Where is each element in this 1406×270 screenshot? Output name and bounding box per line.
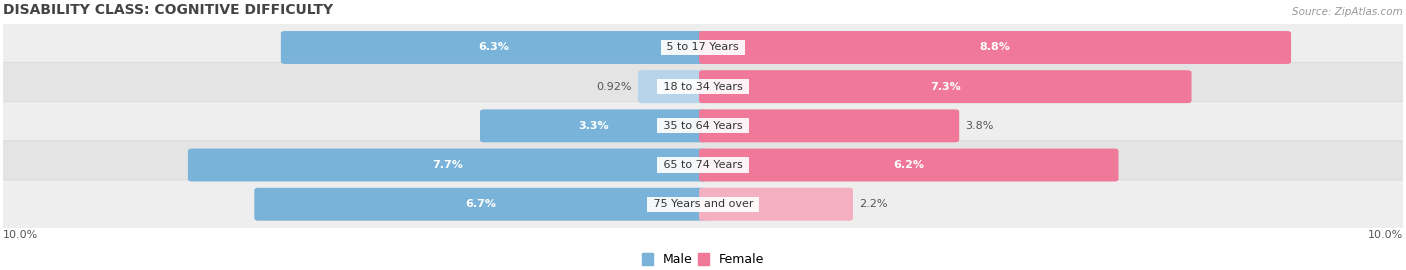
Text: 10.0%: 10.0%	[3, 230, 38, 240]
Text: 3.8%: 3.8%	[965, 121, 994, 131]
FancyBboxPatch shape	[699, 188, 853, 221]
FancyBboxPatch shape	[0, 180, 1406, 228]
Text: 2.2%: 2.2%	[859, 199, 887, 209]
Text: 6.2%: 6.2%	[893, 160, 924, 170]
FancyBboxPatch shape	[699, 70, 1191, 103]
FancyBboxPatch shape	[0, 141, 1406, 189]
Text: 7.7%: 7.7%	[432, 160, 463, 170]
Text: 6.7%: 6.7%	[465, 199, 496, 209]
Text: 3.3%: 3.3%	[578, 121, 609, 131]
FancyBboxPatch shape	[281, 31, 707, 64]
Text: 0.92%: 0.92%	[596, 82, 631, 92]
Text: 65 to 74 Years: 65 to 74 Years	[659, 160, 747, 170]
Text: 10.0%: 10.0%	[1368, 230, 1403, 240]
Text: 6.3%: 6.3%	[478, 42, 509, 52]
Text: 35 to 64 Years: 35 to 64 Years	[659, 121, 747, 131]
Text: DISABILITY CLASS: COGNITIVE DIFFICULTY: DISABILITY CLASS: COGNITIVE DIFFICULTY	[3, 3, 333, 17]
FancyBboxPatch shape	[699, 148, 1119, 181]
FancyBboxPatch shape	[699, 31, 1291, 64]
FancyBboxPatch shape	[638, 70, 707, 103]
FancyBboxPatch shape	[479, 109, 707, 142]
FancyBboxPatch shape	[188, 148, 707, 181]
Text: 7.3%: 7.3%	[929, 82, 960, 92]
Text: 75 Years and over: 75 Years and over	[650, 199, 756, 209]
FancyBboxPatch shape	[0, 102, 1406, 150]
Text: 5 to 17 Years: 5 to 17 Years	[664, 42, 742, 52]
Legend: Male, Female: Male, Female	[641, 253, 765, 266]
FancyBboxPatch shape	[0, 23, 1406, 72]
Text: 8.8%: 8.8%	[980, 42, 1011, 52]
Text: Source: ZipAtlas.com: Source: ZipAtlas.com	[1292, 7, 1403, 17]
FancyBboxPatch shape	[699, 109, 959, 142]
FancyBboxPatch shape	[254, 188, 707, 221]
Text: 18 to 34 Years: 18 to 34 Years	[659, 82, 747, 92]
FancyBboxPatch shape	[0, 62, 1406, 111]
